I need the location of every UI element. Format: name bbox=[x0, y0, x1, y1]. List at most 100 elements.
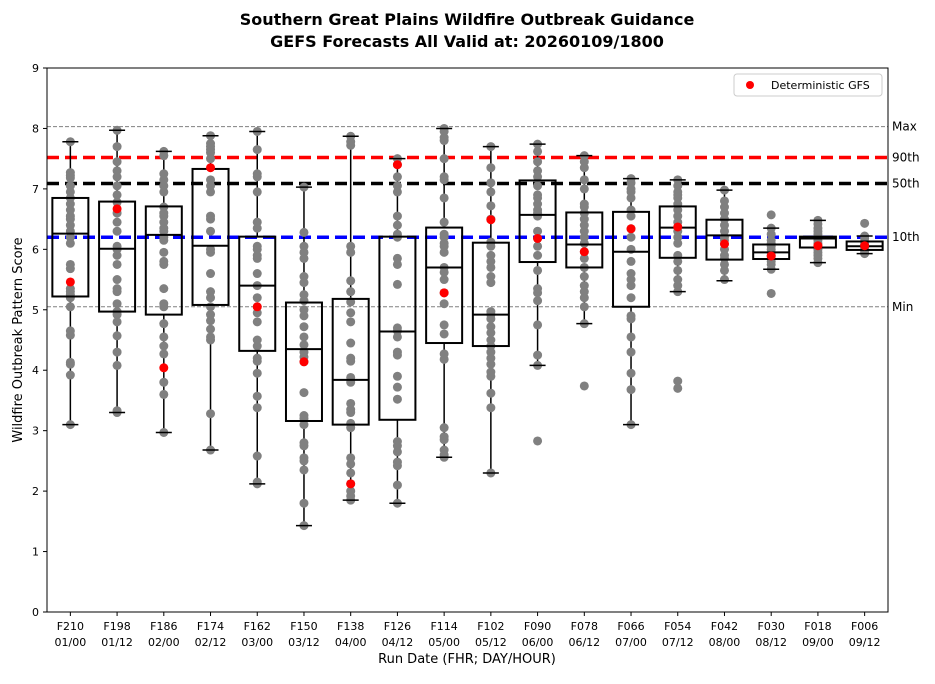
x-tick-label-day: 01/00 bbox=[55, 636, 87, 649]
member-point bbox=[159, 302, 169, 312]
member-point bbox=[299, 420, 309, 430]
member-point bbox=[252, 391, 262, 401]
y-tick-label: 8 bbox=[32, 122, 39, 135]
chart-subtitle: GEFS Forecasts All Valid at: 20260109/18… bbox=[270, 32, 664, 51]
member-point bbox=[533, 436, 543, 446]
x-tick-label-fhr: F162 bbox=[244, 620, 271, 633]
member-point bbox=[392, 187, 402, 197]
member-point bbox=[439, 154, 449, 164]
member-point bbox=[65, 293, 75, 303]
x-tick-label-fhr: F210 bbox=[57, 620, 84, 633]
box-group-f186 bbox=[144, 146, 183, 437]
member-point bbox=[673, 265, 683, 275]
reference-label-50th: 50th bbox=[892, 176, 920, 190]
member-point bbox=[206, 316, 216, 326]
member-point bbox=[112, 217, 122, 227]
y-tick-label: 7 bbox=[32, 183, 39, 196]
member-point bbox=[486, 262, 496, 272]
member-point bbox=[299, 388, 309, 398]
member-point bbox=[252, 187, 262, 197]
member-point bbox=[159, 247, 169, 257]
deterministic-point bbox=[159, 363, 169, 373]
box-iqr bbox=[51, 196, 90, 298]
member-point bbox=[673, 376, 683, 386]
member-point bbox=[252, 451, 262, 461]
member-point bbox=[486, 201, 496, 211]
member-point bbox=[673, 256, 683, 266]
member-point bbox=[533, 241, 543, 251]
member-point bbox=[486, 371, 496, 381]
x-tick-label-day: 02/12 bbox=[195, 636, 227, 649]
member-point bbox=[392, 461, 402, 471]
x-tick-label-day: 07/00 bbox=[615, 636, 647, 649]
x-tick-label-fhr: F078 bbox=[571, 620, 598, 633]
box-iqr bbox=[331, 297, 370, 426]
member-point bbox=[346, 468, 356, 478]
member-point bbox=[346, 408, 356, 418]
box-group-f066 bbox=[612, 174, 651, 430]
member-point bbox=[392, 350, 402, 360]
member-point bbox=[392, 259, 402, 269]
y-tick-label: 0 bbox=[32, 606, 39, 619]
y-tick-label: 4 bbox=[32, 364, 39, 377]
x-tick-label-fhr: F198 bbox=[103, 620, 130, 633]
member-point bbox=[112, 317, 122, 327]
reference-label-90th: 90th bbox=[892, 150, 920, 164]
member-point bbox=[392, 480, 402, 490]
member-point bbox=[626, 293, 636, 303]
deterministic-point bbox=[486, 215, 496, 225]
x-tick-label-fhr: F042 bbox=[711, 620, 738, 633]
member-point bbox=[299, 311, 309, 321]
x-tick-label-fhr: F114 bbox=[430, 620, 457, 633]
legend-deterministic-label: Deterministic GFS bbox=[771, 79, 870, 92]
member-point bbox=[65, 302, 75, 312]
member-point bbox=[206, 226, 216, 236]
box-group-f102 bbox=[471, 142, 510, 478]
member-point bbox=[439, 267, 449, 277]
member-point bbox=[299, 227, 309, 237]
member-point bbox=[159, 284, 169, 294]
box-group-f090 bbox=[518, 139, 557, 446]
legend-deterministic-marker bbox=[746, 81, 754, 89]
member-point bbox=[159, 235, 169, 245]
member-point bbox=[65, 238, 75, 248]
box-group-f174 bbox=[191, 131, 230, 455]
member-point bbox=[112, 287, 122, 297]
member-point bbox=[252, 253, 262, 263]
member-point bbox=[112, 172, 122, 182]
x-tick-label-fhr: F138 bbox=[337, 620, 364, 633]
member-point bbox=[439, 217, 449, 227]
x-tick-label-fhr: F018 bbox=[804, 620, 831, 633]
member-point bbox=[159, 341, 169, 351]
member-point bbox=[112, 142, 122, 152]
box-group-f114 bbox=[425, 123, 464, 462]
member-point bbox=[533, 226, 543, 236]
member-point bbox=[439, 193, 449, 203]
box-group-f018 bbox=[798, 215, 837, 268]
member-point bbox=[626, 385, 636, 395]
box-iqr bbox=[98, 200, 137, 313]
member-point bbox=[439, 275, 449, 285]
y-tick-label: 5 bbox=[32, 304, 39, 317]
deterministic-point bbox=[65, 277, 75, 287]
deterministic-point bbox=[439, 288, 449, 298]
member-point bbox=[299, 322, 309, 332]
member-point bbox=[346, 276, 356, 286]
member-point bbox=[392, 447, 402, 457]
member-point bbox=[486, 187, 496, 197]
box-group-f054 bbox=[658, 175, 697, 393]
member-point bbox=[206, 187, 216, 197]
reference-label-10th: 10th bbox=[892, 230, 920, 244]
member-point bbox=[112, 360, 122, 370]
member-point bbox=[65, 370, 75, 380]
member-point bbox=[159, 377, 169, 387]
member-point bbox=[626, 347, 636, 357]
member-point bbox=[860, 218, 870, 228]
x-tick-label-day: 04/12 bbox=[382, 636, 414, 649]
y-tick-label: 1 bbox=[32, 546, 39, 559]
x-tick-label-fhr: F090 bbox=[524, 620, 551, 633]
member-point bbox=[719, 265, 729, 275]
member-point bbox=[439, 435, 449, 445]
member-point bbox=[439, 354, 449, 364]
